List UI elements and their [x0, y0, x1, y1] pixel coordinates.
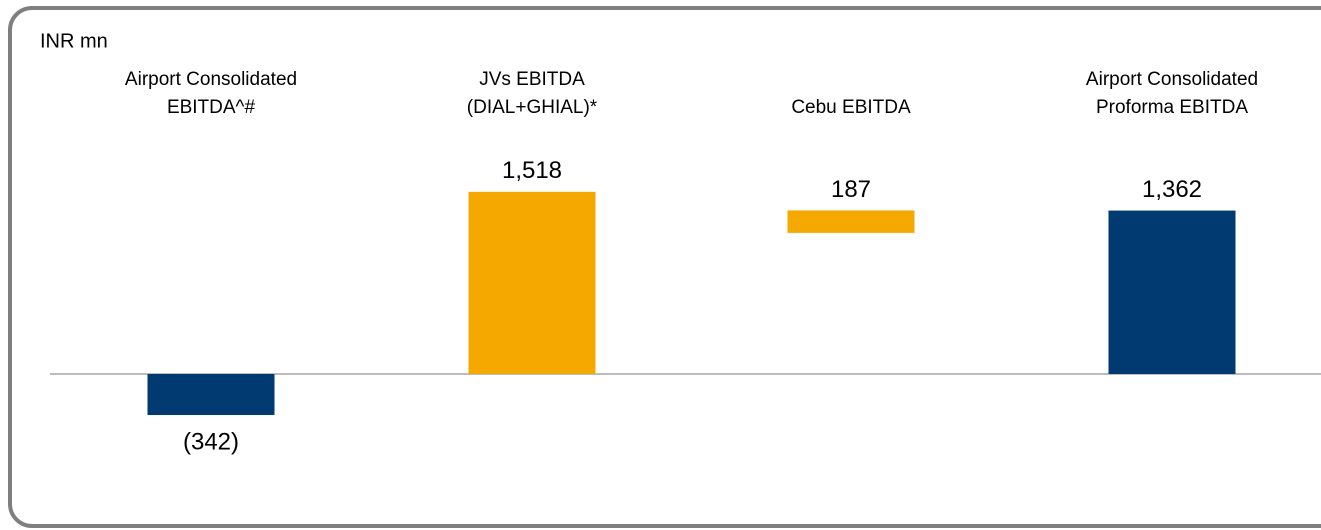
category-label: Cebu EBITDA: [791, 97, 911, 118]
category-label: Airport Consolidated: [1086, 69, 1258, 90]
bar: [787, 210, 915, 233]
category-label: Proforma EBITDA: [1096, 97, 1248, 118]
unit-label: INR mn: [40, 30, 108, 52]
frame: [8, 6, 1321, 528]
bar: [147, 374, 275, 416]
bar: [468, 191, 596, 374]
value-label: 187: [831, 176, 871, 203]
value-label: 1,518: [502, 157, 562, 184]
category-label: EBITDA^#: [167, 97, 256, 118]
value-label: 1,362: [1142, 176, 1202, 203]
category-label: JVs EBITDA: [479, 69, 585, 90]
value-label: (342): [183, 428, 239, 455]
bar: [1108, 210, 1236, 374]
category-label: Airport Consolidated: [125, 69, 297, 90]
category-label: (DIAL+GHIAL)*: [467, 97, 598, 118]
